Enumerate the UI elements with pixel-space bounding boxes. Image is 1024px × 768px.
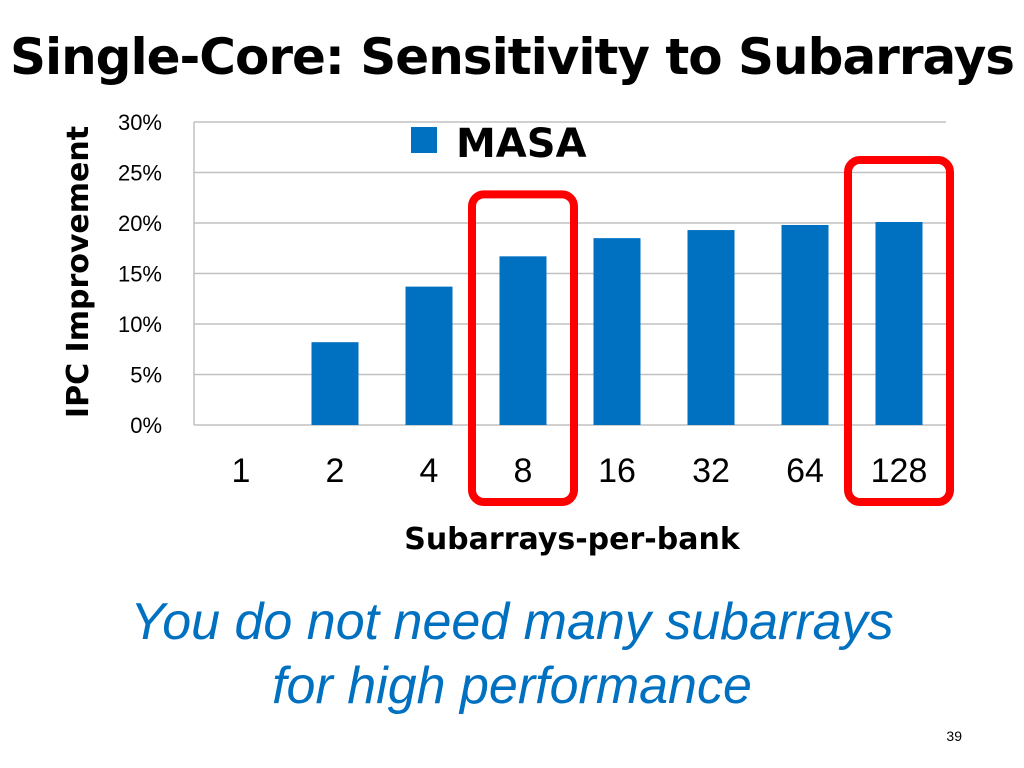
- y-tick-label: 20%: [118, 211, 162, 236]
- y-tick-label: 5%: [130, 363, 162, 388]
- bar-32: [687, 230, 735, 425]
- legend: MASA: [411, 121, 587, 167]
- legend-swatch: [411, 127, 437, 153]
- y-tick-label: 0%: [130, 413, 162, 438]
- x-category-label: 2: [326, 452, 345, 490]
- bars: [311, 221, 923, 425]
- highlight-box-128: [844, 155, 954, 507]
- bar-8: [499, 256, 547, 425]
- x-category-label: 1: [232, 452, 251, 490]
- x-category-label: 128: [871, 452, 928, 490]
- highlight-boxes: [468, 155, 954, 507]
- x-category-label: 4: [420, 452, 439, 490]
- bar-64: [781, 225, 829, 425]
- bar-chart: 0% 5% 10% 15% 20% 25% 30% 1 2 4 8 16 32 64 128 MASA I…: [61, 110, 954, 557]
- y-tick-labels: 0% 5% 10% 15% 20% 25% 30%: [118, 110, 162, 438]
- y-axis-title: IPC Improvement: [61, 126, 96, 418]
- legend-label: MASA: [456, 121, 587, 167]
- x-category-label: 64: [786, 452, 824, 490]
- slide-title: Single-Core: Sensitivity to Subarrays: [9, 28, 1015, 86]
- x-category-label: 32: [692, 452, 730, 490]
- x-category-labels: 1 2 4 8 16 32 64 128: [232, 452, 928, 490]
- x-category-label: 16: [598, 452, 636, 490]
- bar-16: [593, 238, 641, 425]
- x-category-label: 8: [514, 452, 533, 490]
- bar-2: [311, 342, 359, 425]
- y-tick-label: 30%: [118, 110, 162, 135]
- y-tick-label: 10%: [118, 312, 162, 337]
- highlight-box-8: [468, 190, 578, 507]
- bar-128: [875, 221, 923, 425]
- bar-4: [405, 286, 453, 425]
- y-tick-label: 15%: [118, 262, 162, 287]
- message-line-2: for high performance: [272, 657, 752, 715]
- page-number: 39: [946, 728, 962, 744]
- x-axis-title: Subarrays-per-bank: [404, 522, 741, 557]
- message-line-1: You do not need many subarrays: [130, 593, 894, 651]
- y-tick-label: 25%: [118, 161, 162, 186]
